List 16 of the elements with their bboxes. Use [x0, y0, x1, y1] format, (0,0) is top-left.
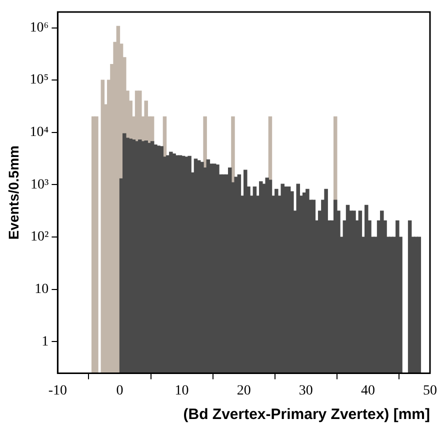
- y-tick-label: 1: [42, 334, 49, 350]
- x-tick-label: 30: [298, 383, 313, 398]
- y-tick-label: 10⁶: [30, 20, 49, 36]
- y-tick-label: 10³: [30, 177, 49, 192]
- x-tick-label: 10: [174, 383, 189, 398]
- x-tick-label: 0: [116, 383, 124, 398]
- y-tick-label: 10⁵: [30, 72, 49, 88]
- x-tick-label: 20: [236, 383, 251, 398]
- x-tick-label: 40: [360, 383, 375, 398]
- x-tick-label: 50: [423, 383, 437, 398]
- y-tick-label: 10²: [30, 230, 49, 245]
- y-tick-label: 10: [34, 282, 49, 298]
- x-axis-title: (Bd Zvertex-Primary Zvertex) [mm]: [183, 406, 430, 424]
- y-axis-title: Events/0.5mm: [5, 146, 22, 240]
- x-tick-label: -10: [48, 383, 68, 398]
- y-tick-label: 10⁴: [30, 125, 49, 140]
